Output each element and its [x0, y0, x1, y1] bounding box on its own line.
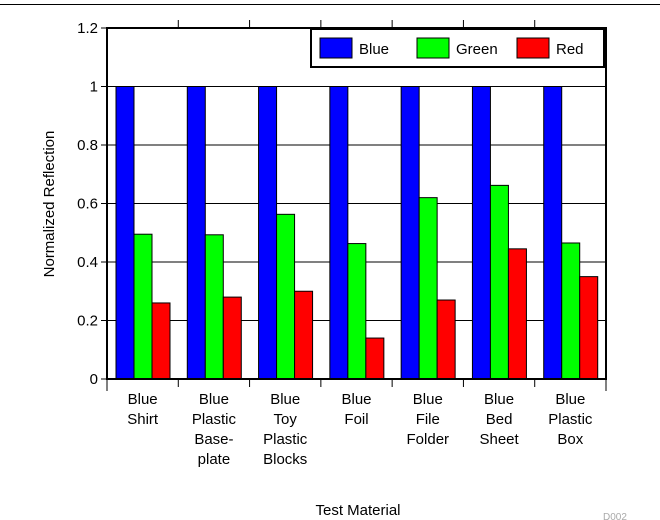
legend-swatch-red — [516, 37, 550, 59]
x-tick-label: Blocks — [263, 451, 307, 468]
bar-green — [347, 243, 367, 380]
x-tick-labels: Blue Shirt Blue Plastic Base-plate Blue Toy Pla… — [127, 391, 593, 468]
legend-label-green: Green — [456, 41, 498, 58]
legend: Blue Green Red — [310, 28, 605, 68]
y-axis-title: Normalized Reflection — [41, 131, 58, 278]
y-tick-label: 1.2 — [77, 20, 98, 37]
bar-green — [561, 242, 581, 380]
legend-label-red: Red — [556, 41, 584, 58]
y-tick-label: 1 — [90, 79, 98, 96]
x-tick-label: Box — [557, 431, 583, 448]
figure-id: D002 — [603, 512, 627, 520]
y-tick-label: 0.2 — [77, 313, 98, 330]
bar-blue — [400, 86, 420, 380]
x-tick-label: Toy — [274, 411, 298, 428]
bar-red — [222, 296, 242, 380]
x-tick-label: Plastic — [192, 411, 237, 428]
bar-blue — [329, 86, 349, 380]
x-tick-label: Blue — [270, 391, 300, 408]
bar-blue — [186, 86, 206, 380]
bars — [115, 86, 599, 380]
y-tick-label: 0.6 — [77, 196, 98, 213]
x-tick-label: Blue — [128, 391, 158, 408]
y-tick-labels: 0 0.2 0.4 0.6 0.8 1 1.2 — [77, 20, 98, 388]
bar-blue — [115, 86, 135, 380]
legend-label-blue: Blue — [359, 41, 389, 58]
y-tick-label: 0.8 — [77, 137, 98, 154]
x-tick-label: Plastic — [548, 411, 593, 428]
bar-red — [579, 276, 599, 380]
top-rule — [0, 4, 660, 5]
y-tick-label: 0.4 — [77, 254, 98, 271]
bar-green — [133, 233, 153, 380]
bar-red — [507, 248, 527, 380]
x-tick-label: Blue — [555, 391, 585, 408]
bar-green — [276, 213, 296, 380]
x-tick-label: Blue — [484, 391, 514, 408]
bar-red — [436, 299, 456, 380]
x-tick-label: plate — [198, 451, 231, 468]
y-tick-label: 0 — [90, 371, 98, 388]
bar-red — [294, 290, 314, 380]
bar-blue — [543, 86, 563, 380]
x-tick-label: Blue — [341, 391, 371, 408]
legend-box — [310, 28, 605, 68]
x-tick-label: Blue — [413, 391, 443, 408]
x-tick-label: Sheet — [479, 431, 519, 448]
bar-green — [204, 234, 224, 380]
legend-swatch-blue — [319, 37, 353, 59]
legend-swatch-green — [416, 37, 450, 59]
bar-red — [365, 337, 385, 380]
bar-red — [151, 302, 171, 380]
x-tick-label: Plastic — [263, 431, 308, 448]
x-axis-title: Test Material — [315, 502, 400, 519]
x-tick-label: Foil — [344, 411, 368, 428]
bar-blue — [258, 86, 278, 380]
x-tick-label: Base- — [194, 431, 233, 448]
x-tick-label: Folder — [407, 431, 450, 448]
x-tick-label: Bed — [486, 411, 513, 428]
x-tick-label: File — [416, 411, 440, 428]
bar-blue — [471, 86, 491, 380]
bar-green — [418, 197, 438, 380]
x-tick-label: Shirt — [127, 411, 159, 428]
axis-ticks — [101, 20, 607, 391]
x-tick-label: Blue — [199, 391, 229, 408]
bar-green — [489, 184, 509, 380]
